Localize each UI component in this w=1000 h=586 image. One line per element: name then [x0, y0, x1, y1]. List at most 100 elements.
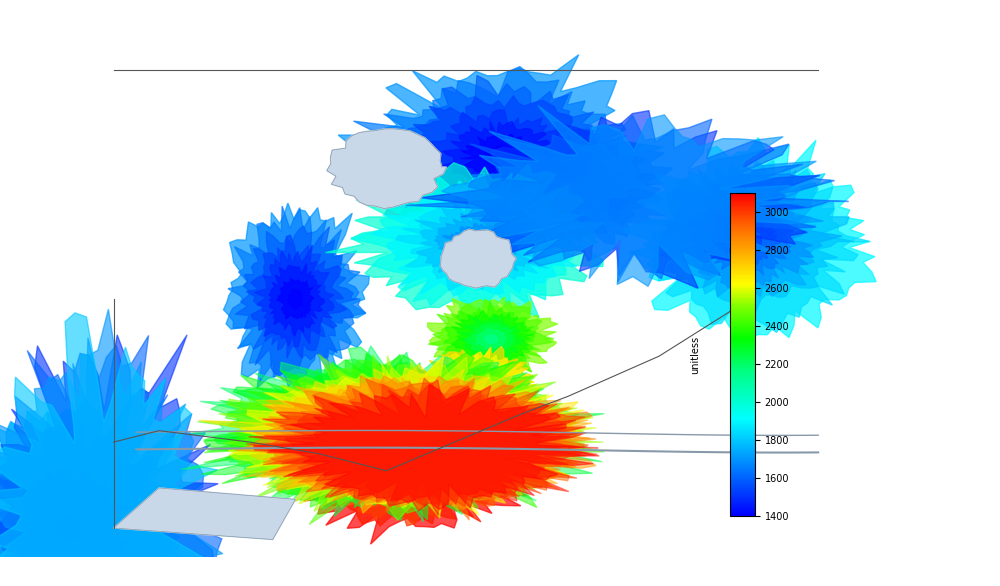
Polygon shape	[266, 387, 492, 492]
Polygon shape	[737, 232, 762, 251]
Polygon shape	[295, 396, 481, 488]
Polygon shape	[375, 437, 397, 448]
Polygon shape	[662, 183, 842, 302]
Polygon shape	[387, 383, 479, 440]
Polygon shape	[460, 376, 493, 394]
Polygon shape	[447, 366, 507, 405]
Polygon shape	[262, 380, 586, 515]
Polygon shape	[643, 161, 871, 332]
Polygon shape	[201, 355, 577, 520]
Polygon shape	[428, 299, 554, 386]
Polygon shape	[531, 159, 613, 210]
Polygon shape	[440, 229, 517, 288]
Polygon shape	[686, 185, 813, 288]
Polygon shape	[442, 121, 561, 193]
Polygon shape	[502, 145, 628, 223]
Polygon shape	[454, 372, 500, 398]
Polygon shape	[255, 379, 589, 507]
Polygon shape	[0, 313, 220, 586]
Polygon shape	[384, 76, 617, 230]
Polygon shape	[235, 376, 596, 509]
Polygon shape	[253, 378, 596, 506]
Polygon shape	[330, 431, 495, 511]
Polygon shape	[396, 190, 558, 291]
Polygon shape	[380, 456, 438, 486]
Polygon shape	[199, 364, 583, 510]
Y-axis label: unitless: unitless	[690, 335, 700, 374]
Polygon shape	[338, 54, 663, 251]
Polygon shape	[376, 381, 489, 446]
Polygon shape	[461, 133, 536, 178]
Polygon shape	[460, 315, 525, 362]
Polygon shape	[442, 105, 823, 287]
Polygon shape	[351, 173, 585, 314]
Polygon shape	[0, 309, 226, 586]
Polygon shape	[337, 417, 439, 467]
Polygon shape	[360, 447, 463, 496]
Polygon shape	[228, 206, 365, 387]
Polygon shape	[412, 346, 536, 427]
Polygon shape	[371, 177, 576, 296]
Polygon shape	[476, 328, 506, 350]
Polygon shape	[493, 128, 646, 239]
Polygon shape	[317, 406, 451, 479]
Text: Cumul des UTM: Cumul des UTM	[10, 13, 180, 32]
Polygon shape	[439, 361, 515, 411]
Polygon shape	[348, 67, 627, 236]
Polygon shape	[422, 349, 534, 421]
Polygon shape	[114, 488, 295, 540]
Polygon shape	[0, 335, 232, 586]
Polygon shape	[204, 360, 584, 509]
Polygon shape	[238, 356, 603, 512]
Polygon shape	[219, 354, 584, 520]
Polygon shape	[250, 376, 583, 513]
Polygon shape	[450, 413, 477, 437]
Polygon shape	[243, 377, 592, 509]
Polygon shape	[263, 379, 574, 520]
Polygon shape	[269, 264, 324, 336]
Polygon shape	[423, 387, 503, 468]
Polygon shape	[228, 356, 584, 515]
Polygon shape	[434, 213, 527, 272]
Polygon shape	[442, 301, 536, 373]
Polygon shape	[405, 396, 458, 431]
Polygon shape	[287, 289, 302, 309]
Polygon shape	[342, 369, 508, 459]
Polygon shape	[0, 435, 165, 586]
Polygon shape	[413, 403, 450, 424]
Polygon shape	[459, 420, 469, 431]
Polygon shape	[198, 357, 604, 524]
Polygon shape	[204, 352, 590, 504]
Polygon shape	[246, 378, 598, 506]
Polygon shape	[391, 392, 467, 437]
Polygon shape	[471, 381, 484, 389]
Polygon shape	[421, 111, 820, 288]
Polygon shape	[0, 393, 203, 586]
Polygon shape	[451, 311, 534, 368]
Polygon shape	[465, 323, 515, 354]
Polygon shape	[477, 131, 662, 241]
Polygon shape	[181, 346, 579, 522]
Polygon shape	[516, 155, 622, 219]
Polygon shape	[246, 235, 347, 359]
Polygon shape	[415, 372, 513, 475]
Polygon shape	[484, 145, 517, 166]
Polygon shape	[37, 498, 98, 557]
Polygon shape	[418, 379, 511, 468]
Polygon shape	[658, 166, 854, 312]
Polygon shape	[301, 413, 529, 526]
Polygon shape	[254, 245, 334, 347]
Polygon shape	[469, 117, 673, 248]
Polygon shape	[302, 399, 464, 483]
Polygon shape	[346, 423, 423, 461]
Polygon shape	[364, 430, 412, 454]
Polygon shape	[424, 409, 439, 418]
Polygon shape	[362, 369, 504, 457]
Polygon shape	[406, 96, 609, 216]
Polygon shape	[484, 334, 498, 344]
Polygon shape	[415, 203, 541, 284]
Polygon shape	[434, 393, 497, 457]
Polygon shape	[558, 177, 580, 191]
Polygon shape	[326, 163, 605, 322]
Polygon shape	[444, 405, 483, 445]
